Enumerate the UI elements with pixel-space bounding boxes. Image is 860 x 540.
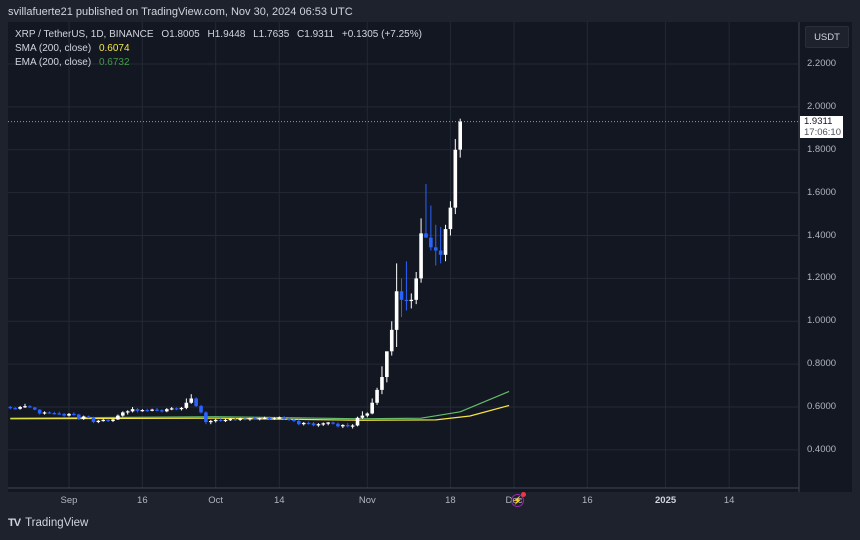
price-tick-label: 1.4000 [807, 229, 837, 241]
symbol-row: XRP / TetherUS, 1D, BINANCE O1.8005 H1.9… [15, 28, 427, 42]
tv-logo-icon: TV [8, 517, 21, 529]
plot-area[interactable] [8, 22, 800, 492]
open-value: O1.8005 [161, 29, 200, 40]
price-tick-label: 2.0000 [807, 100, 837, 112]
price-tick-label: 2.2000 [807, 58, 837, 69]
ema-label: EMA (200, close) [15, 57, 92, 68]
high-value: H1.9448 [207, 29, 246, 40]
last-price-tag: 1.9311 17:06:10 [800, 116, 843, 138]
lightning-event-icon[interactable]: ⚡ [511, 492, 526, 507]
time-tick-label: 14 [723, 495, 735, 506]
time-tick-label: 16 [137, 495, 148, 506]
price-tick-label: 0.8000 [807, 358, 837, 370]
time-tick-label: Sep [60, 495, 78, 506]
price-tick-label: 0.4000 [807, 443, 837, 455]
notification-dot [521, 492, 526, 497]
time-tick-label: 14 [273, 495, 285, 506]
sma-value: 0.6074 [98, 43, 130, 54]
bar-countdown: 17:06:10 [804, 126, 841, 138]
publisher-line: svillafuerte21 published on TradingView.… [8, 6, 353, 18]
tradingview-logo[interactable]: TV TradingView [8, 517, 88, 529]
price-tick-label: 1.8000 [807, 143, 837, 155]
close-value: C1.9311 [297, 29, 335, 40]
time-tick-label: 2025 [655, 495, 677, 506]
symbol-label[interactable]: XRP / TetherUS, 1D, BINANCE [15, 29, 154, 40]
sma-label: SMA (200, close) [15, 43, 92, 54]
brand-name: TradingView [25, 517, 89, 529]
price-tick-label: 0.6000 [807, 401, 837, 413]
price-tick-label: 1.6000 [807, 186, 837, 198]
candlestick-chart[interactable] [8, 22, 852, 492]
time-tick-label: 18 [445, 495, 456, 506]
low-value: L1.7635 [253, 29, 290, 40]
price-tick-label: 1.0000 [807, 315, 837, 327]
ema-row[interactable]: EMA (200, close) 0.6732 [15, 56, 427, 70]
ema-value: 0.6732 [98, 57, 130, 68]
price-tick-label: 1.2000 [807, 272, 837, 284]
currency-button[interactable]: USDT [805, 26, 849, 48]
change-value: +0.1305 (+7.25%) [341, 29, 422, 40]
chart-panel[interactable]: XRP / TetherUS, 1D, BINANCE O1.8005 H1.9… [8, 22, 852, 507]
last-price: 1.9311 [804, 116, 833, 127]
chart-legend: XRP / TetherUS, 1D, BINANCE O1.8005 H1.9… [15, 28, 427, 70]
time-tick-label: 16 [582, 495, 593, 506]
time-tick-label: Oct [208, 495, 224, 506]
sma-row[interactable]: SMA (200, close) 0.6074 [15, 42, 427, 56]
time-tick-label: Nov [358, 495, 376, 506]
